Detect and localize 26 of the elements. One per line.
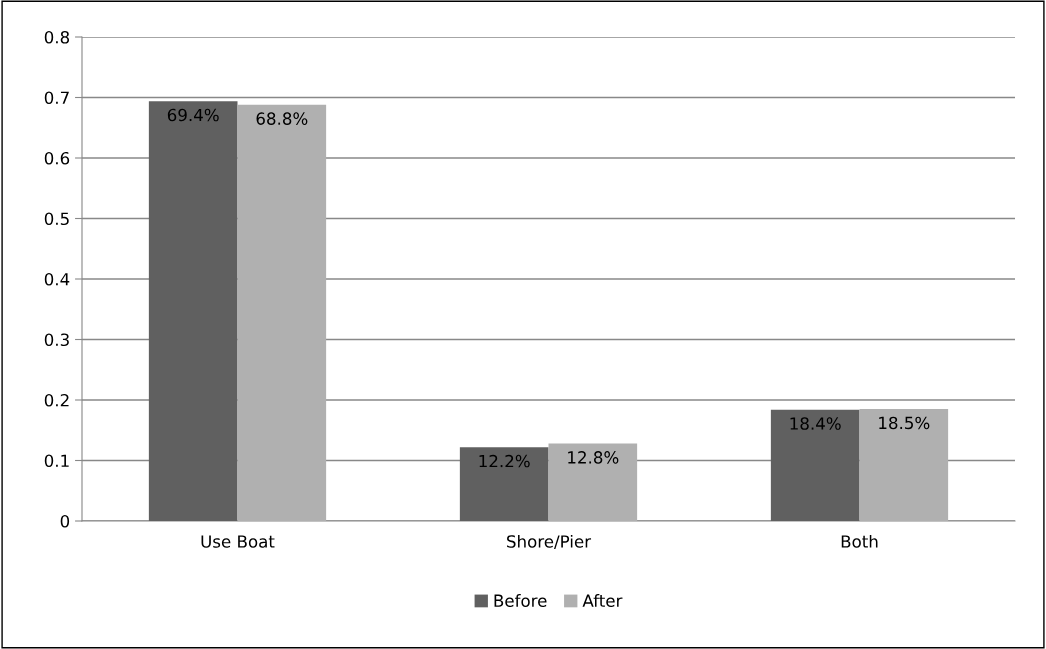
data-label: 68.8%: [256, 112, 308, 125]
y-tick-label: 0.3: [44, 333, 69, 347]
bar: [770, 409, 860, 521]
bar: [148, 101, 238, 521]
x-tick-label: Both: [841, 534, 878, 548]
x-tick-label: Shore/Pier: [507, 534, 592, 550]
bar: [548, 443, 638, 521]
y-tick-label: 0.7: [44, 91, 69, 105]
data-label: 69.4%: [167, 108, 219, 122]
y-tick-label: 0: [60, 514, 70, 528]
x-tick-label: Use Boat: [201, 535, 275, 548]
data-label: 12.8%: [568, 451, 619, 464]
legend-label: After: [582, 594, 623, 607]
y-tick-label: 0.8: [44, 30, 70, 44]
data-label: 12.2%: [479, 454, 530, 468]
bar: [459, 447, 549, 521]
y-tick-label: 0.4: [44, 272, 70, 286]
bar: [237, 104, 327, 521]
data-label: 18.5%: [879, 416, 930, 430]
data-label: 18.4%: [790, 417, 841, 430]
y-tick-label: 0.5: [44, 212, 69, 226]
y-tick-label: 0.6: [44, 151, 70, 165]
bar: [859, 409, 949, 521]
y-tick-label: 0.2: [44, 393, 69, 407]
legend-label: Before: [494, 594, 547, 607]
y-tick-label: 0.1: [44, 454, 69, 468]
